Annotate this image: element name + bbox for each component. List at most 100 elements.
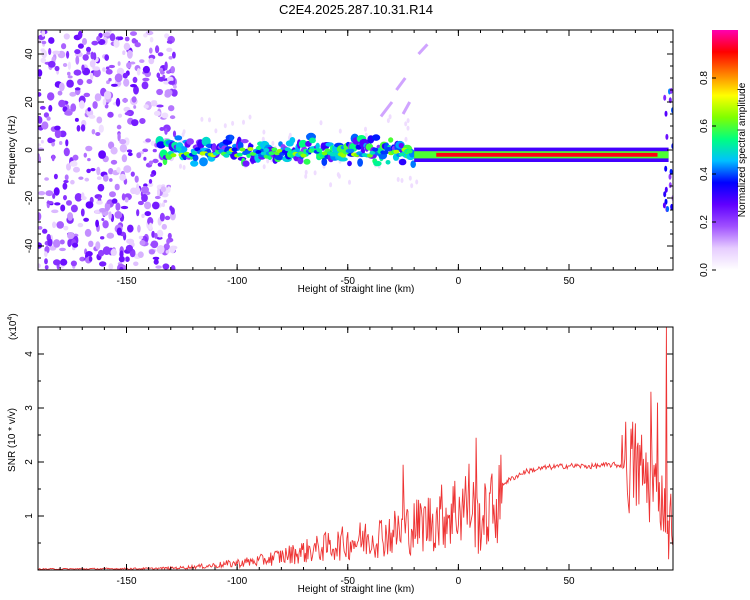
- spectrum-cell: [94, 209, 100, 214]
- spectrum-cell: [174, 135, 183, 141]
- spectrum-cell: [190, 160, 199, 167]
- snr-y-scale: (x104): [7, 313, 19, 340]
- spectrum-cell: [96, 116, 103, 124]
- spectrum-cell: [97, 183, 105, 192]
- spectrum-cell: [115, 97, 121, 107]
- spectrum-cell: [271, 147, 278, 152]
- spectrum-cell: [63, 225, 69, 231]
- spectrum-cell: [113, 39, 120, 48]
- spectrum-cell: [166, 238, 171, 245]
- x-tick-label: -100: [227, 276, 247, 287]
- spectrum-cell: [130, 84, 137, 88]
- spectrum-cell: [119, 267, 124, 270]
- spectrum-cell: [99, 261, 107, 267]
- spectrum-cell: [372, 147, 379, 152]
- spectrum-cell: [83, 92, 91, 98]
- colorbar-tick-label: 0.0: [699, 263, 710, 277]
- spectrum-cell: [175, 147, 182, 152]
- snr-y-axis: 1 2 3 4: [24, 326, 673, 544]
- spectrum-cell: [83, 152, 88, 158]
- spectrum-cell: [155, 265, 162, 269]
- spectrum-cell: [223, 153, 230, 158]
- spectrum-cell: [158, 76, 165, 82]
- spectrum-cell: [62, 182, 68, 190]
- spectrum-cell: [148, 160, 153, 166]
- spectrum-cell: [51, 141, 55, 147]
- spectrum-cell: [406, 118, 410, 124]
- spectrogram-y-label: Frequency (Hz): [7, 116, 18, 185]
- snr-y-label: SNR (10 * v/v): [7, 408, 18, 472]
- spectrum-cell: [150, 101, 158, 107]
- spectrum-cell: [38, 69, 43, 77]
- spectrum-cell: [172, 51, 176, 59]
- spectrum-cell: [404, 136, 408, 142]
- spectrum-cell: [154, 257, 159, 262]
- spectrum-cell: [103, 174, 109, 182]
- spectrum-cell: [139, 118, 146, 124]
- spectrum-cell: [101, 218, 105, 221]
- spectrum-cell: [105, 69, 113, 75]
- spectrum-cell: [171, 89, 178, 97]
- spectrum-cell: [58, 82, 65, 92]
- spectrum-cell: [73, 166, 80, 173]
- spectrum-cell: [136, 68, 141, 76]
- spectrum-cell: [53, 187, 60, 196]
- spectrum-cell: [114, 73, 123, 83]
- spectrum-cell: [154, 110, 161, 116]
- spectrum-cell: [66, 50, 70, 59]
- spectrum-cell: [179, 163, 182, 169]
- spectrum-cell: [398, 158, 407, 166]
- spectrum-cell: [168, 105, 175, 112]
- spectrum-cell: [143, 156, 147, 161]
- spectrum-cell: [118, 255, 125, 263]
- spectrum-cell: [123, 165, 132, 173]
- colorbar-ticks: 0.0 0.2 0.4 0.6 0.8: [699, 71, 716, 277]
- spectrum-cell: [263, 148, 270, 152]
- spectrum-cell: [159, 212, 165, 222]
- spectrum-cell: [139, 240, 146, 246]
- spectrum-cell: [53, 239, 61, 248]
- spectrum-cell: [369, 150, 376, 155]
- spectrum-cell: [91, 129, 96, 135]
- spectrum-cell: [313, 170, 317, 176]
- spectrum-cell: [276, 149, 283, 153]
- spectrum-cell: [170, 66, 176, 74]
- spectrum-cell: [78, 176, 84, 180]
- spectrum-cell: [65, 139, 69, 147]
- spectrum-cell: [106, 232, 115, 239]
- spectrum-cell: [61, 43, 67, 50]
- spectrum-cell: [124, 36, 130, 42]
- spectrum-cell: [130, 61, 136, 65]
- spectrum-cell: [79, 256, 86, 262]
- spectrum-cell: [59, 247, 66, 252]
- spectrum-cell: [157, 52, 164, 57]
- spectrum-cell: [162, 263, 170, 270]
- spectrum-cell: [152, 148, 157, 153]
- spectrum-cell: [130, 187, 137, 195]
- spectrum-cell: [144, 201, 152, 210]
- y-tick-label: 2: [24, 459, 35, 465]
- spectrum-cell: [163, 199, 168, 203]
- spectrum-cell: [170, 265, 176, 270]
- snr-panel: -150 -100 -50 0 50 1 2 3 4 Height of straight l…: [7, 313, 674, 595]
- spectrum-cell: [62, 63, 68, 67]
- spectrum-cell: [663, 94, 667, 101]
- spectrum-cell: [316, 148, 323, 153]
- spectrum-cell: [408, 175, 412, 181]
- spectrum-cell: [141, 81, 149, 90]
- spectrum-cell: [157, 162, 163, 167]
- spectrum-cell: [116, 67, 125, 76]
- spectrum-cell: [58, 99, 66, 108]
- spectrum-cell: [111, 198, 118, 204]
- spectrum-cell: [127, 224, 134, 233]
- spectrum-cell: [72, 154, 79, 161]
- spectrum-cell: [255, 150, 262, 154]
- spectrum-cell: [51, 154, 55, 162]
- spectrum-cell: [108, 263, 114, 270]
- spectrum-cell: [126, 50, 133, 59]
- spectrum-cell: [304, 173, 308, 179]
- spectrum-cell: [156, 104, 164, 108]
- spectrum-cell: [147, 182, 154, 187]
- spectrum-cell: [145, 138, 152, 143]
- spectrum-cell: [308, 137, 316, 144]
